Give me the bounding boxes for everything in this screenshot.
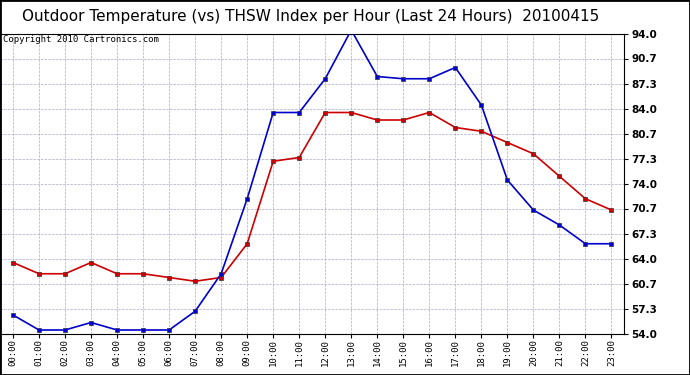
Text: Copyright 2010 Cartronics.com: Copyright 2010 Cartronics.com: [3, 35, 159, 44]
Text: Outdoor Temperature (vs) THSW Index per Hour (Last 24 Hours)  20100415: Outdoor Temperature (vs) THSW Index per …: [22, 9, 599, 24]
